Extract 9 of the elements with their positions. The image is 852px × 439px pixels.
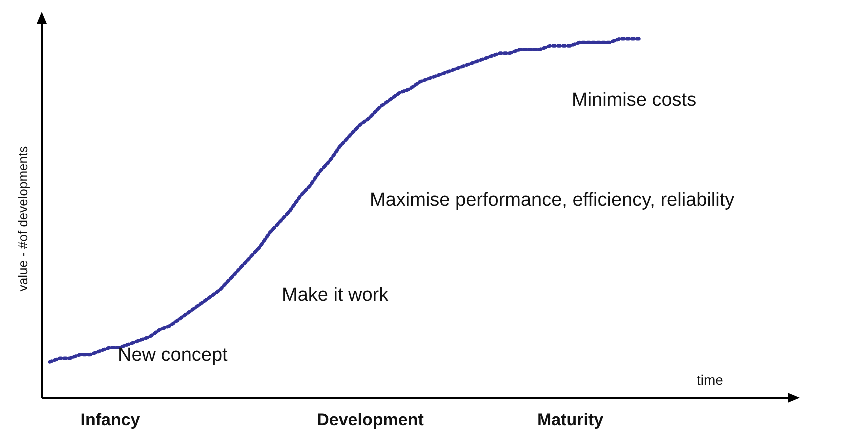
- annotation: Make it work: [282, 285, 389, 307]
- y-axis-title: value - #of developments: [16, 146, 30, 292]
- x-axis-title: time: [697, 372, 724, 388]
- annotation: New concept: [118, 345, 228, 367]
- x-tick-label: Infancy: [80, 410, 141, 430]
- x-tick-label: Maturity: [537, 410, 604, 430]
- annotation: Minimise costs: [572, 90, 697, 112]
- x-tick-label: Development: [317, 410, 424, 430]
- annotation: Maximise performance, efficiency, reliability: [370, 190, 735, 212]
